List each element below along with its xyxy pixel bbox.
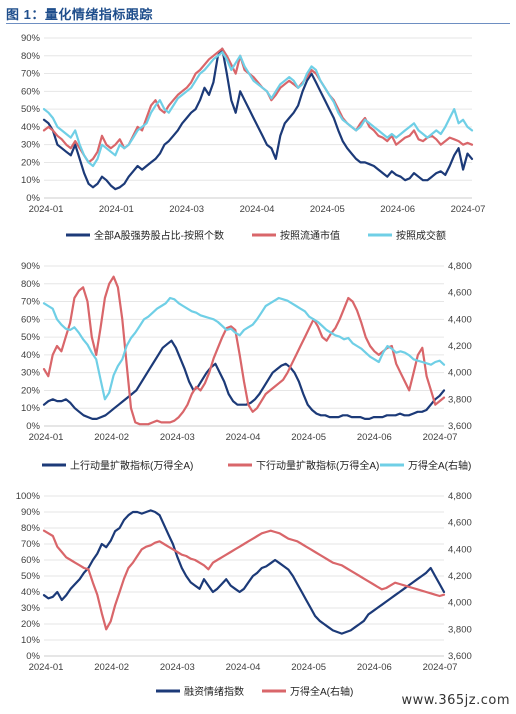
y2-tick-label: 3,800: [448, 624, 472, 635]
y2-tick-label: 4,600: [448, 288, 472, 299]
legend-label: 万得全A(右轴): [290, 685, 353, 698]
x-tick-label: 2024-05: [291, 662, 326, 673]
y-tick-label: 10%: [21, 175, 41, 186]
y-tick-label: 70%: [21, 69, 41, 80]
y-tick-label: 10%: [21, 635, 41, 646]
y-tick-label: 20%: [21, 619, 41, 630]
legend-label: 融资情绪指数: [184, 685, 244, 698]
y2-tick-label: 4,000: [448, 598, 472, 609]
y-tick-label: 70%: [21, 539, 41, 550]
legend-label: 万得全A(右轴): [408, 459, 471, 472]
y-tick-label: 10%: [21, 403, 41, 414]
y2-tick-label: 4,200: [448, 571, 472, 582]
legend-label: 按照流通市值: [280, 229, 340, 242]
x-tick-label: 2024-03: [160, 662, 195, 673]
x-tick-label: 2024-06: [380, 204, 415, 215]
y-tick-label: 90%: [21, 261, 41, 272]
x-tick-label: 2024-05: [310, 204, 345, 215]
series-line: [42, 47, 474, 164]
series-line: [42, 509, 446, 635]
series-line: [42, 296, 446, 401]
y-tick-label: 100%: [16, 491, 41, 502]
series-line: [42, 47, 474, 191]
sentiment-chart-momentum-diffusion: 0% 10% 20% 30% 40% 50% 60% 70% 80% 90% 3,600 3,800 4…: [21, 261, 472, 472]
series-line: [42, 529, 446, 631]
watermark-text: www.365jz.com: [401, 693, 510, 708]
y-tick-label: 30%: [21, 140, 41, 151]
x-tick-label: 2024-06: [357, 432, 392, 443]
y-tick-label: 80%: [21, 51, 41, 62]
x-tick-label: 2024-07: [423, 662, 458, 673]
y-tick-label: 80%: [21, 523, 41, 534]
legend-label: 上行动量扩散指标(万得全A): [70, 459, 193, 472]
x-tick-label: 2024-06: [357, 662, 392, 673]
x-tick-label: 2024-01: [29, 662, 64, 673]
x-tick-label: 2024-01: [29, 204, 64, 215]
y-tick-label: 70%: [21, 297, 41, 308]
x-tick-label: 2024-04: [226, 432, 261, 443]
y2-tick-label: 4,800: [448, 491, 472, 502]
y-tick-label: 0%: [26, 651, 40, 662]
y-tick-label: 40%: [21, 122, 41, 133]
y-tick-label: 30%: [21, 603, 41, 614]
title-rule: [6, 23, 510, 24]
y-tick-label: 50%: [21, 104, 41, 115]
y2-tick-label: 4,000: [448, 368, 472, 379]
y2-tick-label: 3,800: [448, 394, 472, 405]
legend-label: 全部A股强势股占比-按照个数: [94, 229, 224, 242]
y-tick-label: 90%: [21, 33, 41, 44]
y-tick-label: 40%: [21, 587, 41, 598]
y2-tick-label: 3,600: [448, 651, 472, 662]
legend-label: 下行动量扩散指标(万得全A): [256, 459, 379, 472]
x-tick-label: 2024-03: [160, 432, 195, 443]
y-tick-label: 60%: [21, 314, 41, 325]
series-line: [42, 51, 474, 168]
series-line: [42, 275, 446, 426]
y-tick-label: 30%: [21, 368, 41, 379]
series-line: [42, 339, 446, 420]
x-tick-label: 2024-04: [226, 662, 261, 673]
y-tick-label: 0%: [26, 193, 40, 204]
y-tick-label: 20%: [21, 385, 41, 396]
y2-tick-label: 4,600: [448, 518, 472, 529]
y-tick-label: 40%: [21, 350, 41, 361]
legend-label: 按照成交额: [396, 229, 446, 242]
x-tick-label: 2024-02: [94, 662, 129, 673]
y2-tick-label: 4,400: [448, 314, 472, 325]
x-tick-label: 2024-02: [94, 432, 129, 443]
x-tick-label: 2024-01: [99, 204, 134, 215]
y-tick-label: 60%: [21, 86, 41, 97]
x-tick-label: 2024-07: [423, 432, 458, 443]
y2-tick-label: 4,400: [448, 544, 472, 555]
y-tick-label: 50%: [21, 571, 41, 582]
x-tick-label: 2024-05: [291, 432, 326, 443]
x-tick-label: 2024-03: [169, 204, 204, 215]
y-tick-label: 90%: [21, 507, 41, 518]
y2-tick-label: 4,800: [448, 261, 472, 272]
x-tick-label: 2024-04: [240, 204, 275, 215]
y2-tick-label: 3,600: [448, 421, 472, 432]
x-tick-label: 2024-07: [451, 204, 486, 215]
x-tick-label: 2024-01: [29, 432, 64, 443]
y-tick-label: 60%: [21, 555, 41, 566]
y-tick-label: 0%: [26, 421, 40, 432]
sentiment-chart-margin-financing: 0% 10% 20% 30% 40% 50% 60% 70% 80% 90% 100% 3,600 3,…: [16, 491, 472, 698]
y-tick-label: 50%: [21, 332, 41, 343]
sentiment-chart-strong-stocks: 0% 10% 20% 30% 40% 50% 60% 70% 80% 90% 2024-01 2024…: [21, 33, 486, 242]
y-tick-label: 20%: [21, 157, 41, 168]
y-tick-label: 80%: [21, 279, 41, 290]
y2-tick-label: 4,200: [448, 341, 472, 352]
figure-title: 图 1：量化情绪指标跟踪: [6, 7, 153, 22]
